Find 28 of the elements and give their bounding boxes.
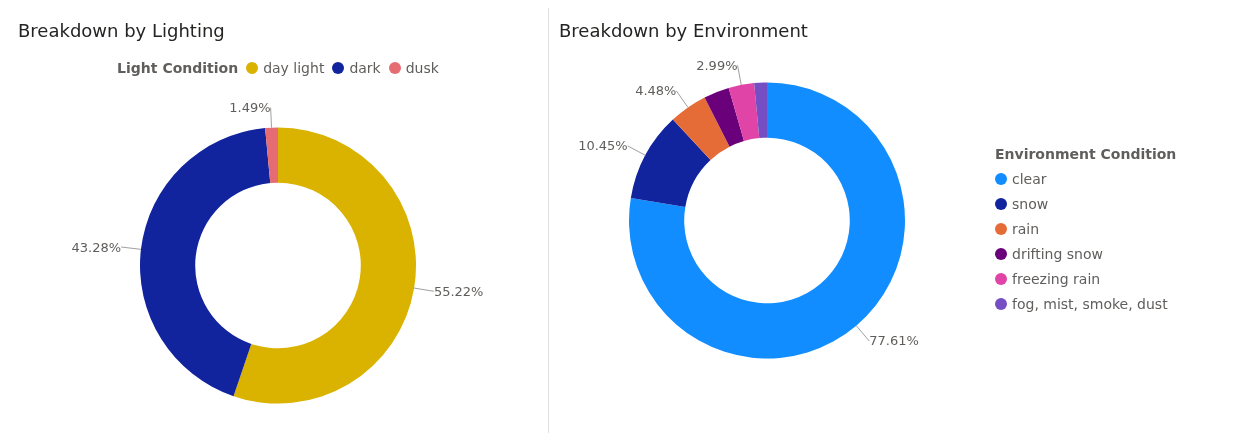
- legend-label: day light: [263, 60, 325, 76]
- legend-label: rain: [1012, 221, 1040, 237]
- data-label: 55.22%: [433, 283, 484, 299]
- data-label: 1.49%: [229, 100, 271, 116]
- legend-label: freezing rain: [1012, 271, 1101, 287]
- legend-label: clear: [1012, 171, 1047, 187]
- legend-label: snow: [1012, 196, 1049, 212]
- legend-label: dusk: [405, 60, 439, 76]
- legend-label: dark: [349, 60, 381, 76]
- donut-slice: [754, 82, 767, 139]
- legend-label: drifting snow: [1012, 246, 1103, 262]
- donut-slice: [704, 87, 744, 147]
- data-label: 77.61%: [869, 333, 919, 349]
- data-label: 4.48%: [635, 83, 677, 99]
- data-label: 2.99%: [696, 57, 738, 73]
- donut-slice: [265, 127, 278, 184]
- donut-slice: [728, 83, 760, 141]
- donut-slice: [672, 97, 730, 160]
- legend-label: fog, mist, smoke, dust: [1012, 296, 1168, 312]
- legend-title: Environment Condition: [995, 146, 1177, 162]
- chart-title: Breakdown by Lighting: [18, 20, 225, 41]
- data-label: 10.45%: [578, 138, 628, 154]
- donut-slice: [140, 128, 271, 397]
- donut-slice: [630, 119, 711, 208]
- donut-slice: [233, 127, 416, 404]
- chart-title: Breakdown by Environment: [559, 20, 808, 41]
- legend-title: Light Condition: [117, 60, 239, 76]
- data-label: 43.28%: [71, 239, 122, 255]
